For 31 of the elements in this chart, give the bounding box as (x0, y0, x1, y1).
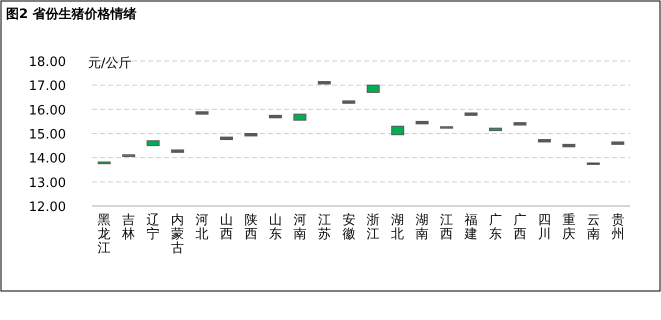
x-tick-label: 江西 (440, 213, 454, 242)
x-tick-label: 福建 (464, 213, 478, 242)
x-tick-label: 陕西 (244, 213, 258, 242)
x-tick-label: 黑龙江 (98, 213, 111, 256)
x-tick-label: 广东 (489, 213, 502, 242)
y-tick-label: 12.00 (28, 200, 66, 215)
x-tick-label: 贵州 (611, 213, 624, 242)
x-tick-label: 湖北 (391, 213, 404, 242)
y-tick-label: 18.00 (28, 55, 66, 70)
chart-title: 图2 省份生猪价格情绪 (6, 7, 137, 22)
x-tick-label: 山东 (268, 213, 282, 242)
x-tick-label: 山西 (220, 213, 233, 242)
y-axis-title: 元/公斤 (88, 56, 132, 71)
y-tick-label: 13.00 (28, 176, 66, 191)
x-tick-label: 广西 (513, 213, 526, 242)
x-tick-label: 内蒙古 (171, 213, 184, 256)
x-tick-label: 浙江 (366, 213, 380, 242)
y-tick-label: 15.00 (28, 128, 66, 142)
x-tick-label: 安徽 (342, 212, 356, 242)
x-tick-label: 辽宁 (146, 213, 160, 242)
x-tick-label: 四川 (538, 213, 551, 242)
y-tick-label: 17.00 (28, 79, 66, 94)
x-tick-label: 江苏 (318, 213, 331, 242)
x-tick-label: 河南 (293, 213, 306, 242)
x-tick-label: 重庆 (562, 213, 576, 242)
x-tick-label: 河北 (196, 213, 209, 242)
x-tick-label: 湖南 (416, 213, 429, 242)
x-tick-label: 吉林 (121, 213, 136, 242)
x-tick-label: 云南 (586, 213, 600, 242)
y-tick-label: 16.00 (28, 103, 66, 118)
y-tick-label: 14.00 (28, 152, 66, 167)
